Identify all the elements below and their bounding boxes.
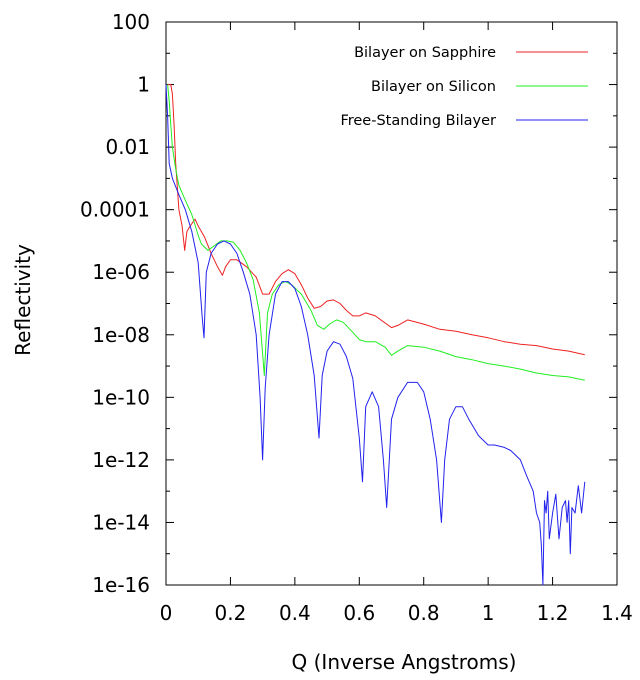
- y-tick-label: 0.0001: [80, 198, 150, 222]
- y-tick-label: 1e-10: [92, 385, 150, 409]
- series-layer: [165, 84, 586, 586]
- y-tick-label: 1e-06: [92, 260, 150, 284]
- x-tick-label: 1.2: [537, 601, 569, 625]
- x-tick-label: 0.8: [408, 601, 440, 625]
- legend-label-1: Bilayer on Sapphire: [354, 45, 496, 61]
- y-axis-title: Reflectivity: [11, 244, 35, 356]
- y-tick-label: 1e-08: [92, 323, 150, 347]
- y-tick-label: 1e-12: [92, 448, 150, 472]
- x-tick-label: 0.4: [279, 601, 311, 625]
- x-tick-label: 1.4: [601, 601, 633, 625]
- x-tick-label: 0: [160, 601, 173, 625]
- x-tick-label: 0.2: [215, 601, 247, 625]
- legend-label-2: Bilayer on Silicon: [371, 79, 496, 95]
- y-axis-ticks: 100 1 0.01 0.0001 1e-06 1e-08 1e-10 1e-12 1e-14 1…: [80, 10, 617, 597]
- y-tick-label: 100: [112, 10, 150, 34]
- y-tick-label: 1: [137, 73, 150, 97]
- series-line-1: [167, 84, 585, 356]
- x-axis-ticks: 0 0.2 0.4 0.6 0.8 1 1.2 1.4: [160, 22, 633, 625]
- y-tick-label: 1e-16: [92, 573, 150, 597]
- x-tick-label: 1: [482, 601, 495, 625]
- series-line-2: [167, 84, 585, 381]
- series-line-3: [165, 84, 586, 586]
- x-tick-label: 0.6: [343, 601, 375, 625]
- y-tick-label: 0.01: [105, 135, 150, 159]
- legend-label-3: Free-Standing Bilayer: [340, 113, 496, 129]
- x-axis-title: Q (Inverse Angstroms): [292, 650, 517, 674]
- y-tick-label: 1e-14: [92, 510, 150, 534]
- legend: Bilayer on Sapphire Bilayer on Silicon Fre…: [340, 45, 588, 129]
